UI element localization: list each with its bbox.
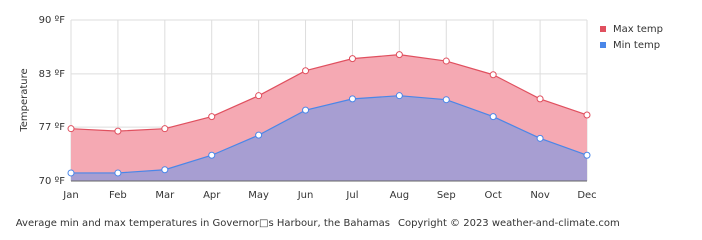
legend-swatch bbox=[600, 42, 606, 48]
line bbox=[70, 54, 588, 132]
point bbox=[489, 71, 497, 79]
x-tick-label: Aug bbox=[390, 190, 410, 201]
point bbox=[395, 51, 403, 59]
point bbox=[67, 125, 75, 133]
x-tick-label: Jun bbox=[297, 190, 314, 201]
point bbox=[395, 92, 403, 100]
legend-label: Max temp bbox=[613, 24, 663, 35]
point bbox=[442, 57, 450, 65]
point bbox=[161, 166, 169, 174]
point bbox=[536, 134, 544, 142]
x-tick-label: Jan bbox=[62, 190, 78, 201]
x-tick-label: Feb bbox=[109, 190, 127, 201]
point bbox=[67, 169, 75, 177]
copyright: Copyright © 2023 weather-and-climate.com bbox=[398, 218, 620, 229]
point bbox=[583, 151, 591, 159]
y-tick-label: 83 ºF bbox=[39, 69, 66, 80]
point bbox=[348, 55, 356, 63]
y-axis-title: Temperature bbox=[19, 68, 30, 132]
point bbox=[302, 106, 310, 114]
x-tick-label: Oct bbox=[485, 190, 502, 201]
y-tick-label: 90 ºF bbox=[39, 15, 66, 26]
point bbox=[114, 169, 122, 177]
point bbox=[348, 95, 356, 103]
x-tick-label: May bbox=[248, 190, 269, 201]
caption: Average min and max temperatures in Gove… bbox=[16, 218, 390, 229]
y-tick-label: 70 ºF bbox=[39, 176, 66, 187]
line bbox=[71, 95, 588, 174]
point bbox=[536, 95, 544, 103]
point bbox=[583, 111, 591, 119]
area bbox=[71, 95, 587, 181]
x-tick-label: Jul bbox=[345, 190, 358, 201]
point bbox=[161, 125, 169, 133]
point bbox=[114, 127, 122, 135]
legend-label: Min temp bbox=[613, 40, 660, 51]
point bbox=[255, 131, 263, 139]
legend-swatch bbox=[600, 26, 606, 32]
x-tick-label: Nov bbox=[530, 190, 550, 201]
point bbox=[208, 151, 216, 159]
point bbox=[489, 113, 497, 121]
point bbox=[302, 67, 310, 75]
point bbox=[442, 96, 450, 104]
x-tick-label: Apr bbox=[203, 190, 221, 201]
x-tick-label: Mar bbox=[155, 190, 175, 201]
y-tick-label: 77 ºF bbox=[39, 122, 66, 133]
chart: Temperature Average min and max temperat… bbox=[16, 15, 663, 229]
x-tick-label: Dec bbox=[577, 190, 596, 201]
point bbox=[208, 113, 216, 121]
point bbox=[255, 92, 263, 100]
x-tick-label: Sep bbox=[437, 190, 456, 201]
